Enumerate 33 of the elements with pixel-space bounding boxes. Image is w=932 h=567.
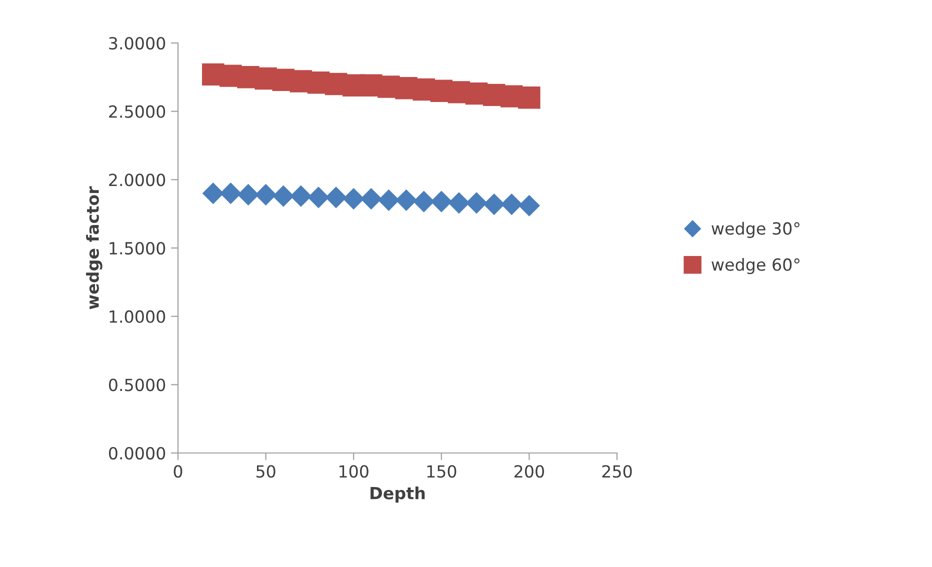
point [325,186,347,208]
point [202,182,224,204]
legend-label: wedge 30° [712,222,800,238]
point [272,185,294,207]
y-tick-label: 2.0000 [109,174,166,186]
y-tick-label: 0.5000 [108,378,166,392]
x-tick-label: 50 [256,465,276,478]
y-tick-label: 3.0000 [109,36,166,50]
y-tick-label: 1.5000 [110,242,166,255]
point [448,192,470,214]
point [220,182,242,204]
point [342,188,364,210]
x-axis-title: Depth [370,486,425,503]
y-tick-label: 0.0000 [108,446,166,460]
point [518,86,540,109]
point [483,193,505,216]
point [308,186,330,208]
x-tick-label: 0 [174,465,182,478]
x-tick-label: 250 [602,465,632,478]
x-tick-label: 100 [340,465,368,478]
point [500,193,522,216]
point [466,192,488,214]
point [430,190,452,212]
x-tick-label: 150 [427,465,456,478]
point [360,188,382,210]
point [290,185,312,207]
x-tick-label: 200 [514,465,544,478]
legend-label: wedge 60° [712,258,800,274]
point [413,190,435,212]
point [518,194,540,216]
y-axis-title: wedge factor [86,186,102,310]
y-tick-label: 1.0000 [110,310,166,323]
y-tick-label: 2.5000 [109,105,166,118]
